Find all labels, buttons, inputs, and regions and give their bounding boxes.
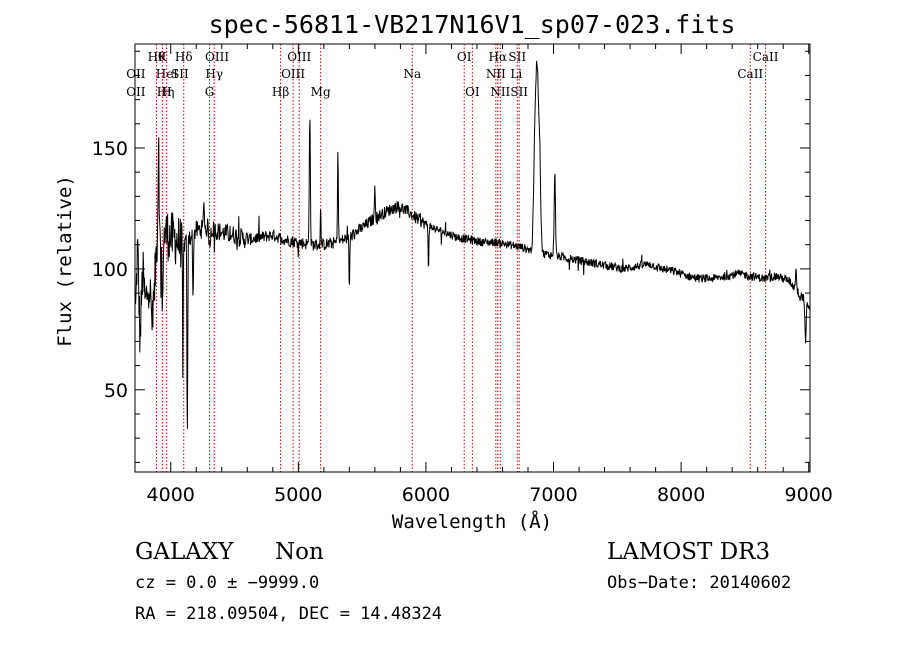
- line-label: Hη: [157, 85, 175, 99]
- line-label: G: [205, 85, 215, 99]
- line-label: CaII: [737, 67, 763, 81]
- spectrum-line: [135, 60, 810, 429]
- observation-date: Obs−Date: 20140602: [607, 573, 791, 593]
- x-tick-label: 5000: [274, 484, 322, 506]
- y-tick-label: 100: [92, 259, 128, 281]
- x-tick-label: 6000: [402, 484, 450, 506]
- line-label: HeI: [156, 67, 179, 81]
- x-axis-ticks: 4000 5000 6000 7000 8000 9000: [147, 44, 833, 506]
- x-axis-label: Wavelength (Å): [392, 510, 552, 533]
- line-label: Hα: [488, 50, 507, 64]
- line-label: CaII: [753, 50, 779, 64]
- line-label: NII: [486, 67, 506, 81]
- line-label: OIII: [287, 50, 311, 64]
- line-label: K: [158, 50, 168, 64]
- redshift-value: cz = 0.0 ± −9999.0: [135, 573, 319, 593]
- line-label: Hδ: [175, 50, 193, 64]
- line-label: OII: [126, 67, 146, 81]
- line-label: OI: [465, 85, 480, 99]
- line-label: OI: [457, 50, 472, 64]
- plot-frame: [134, 43, 811, 473]
- object-subclass: Non: [275, 539, 324, 565]
- line-label: OIII: [205, 50, 229, 64]
- line-label: OII: [126, 85, 146, 99]
- chart-title: spec-56811-VB217N16V1_sp07-023.fits: [209, 10, 736, 39]
- x-tick-label: 7000: [529, 484, 577, 506]
- y-axis-ticks: 50 100 150: [92, 50, 810, 463]
- coordinates: RA = 218.09504, DEC = 14.48324: [135, 604, 442, 624]
- emission-line-markers: [155, 44, 767, 472]
- line-label: SII: [171, 67, 189, 81]
- line-label: SII: [510, 85, 528, 99]
- y-axis-label: Flux (relative): [54, 175, 76, 347]
- x-tick-label: 9000: [785, 484, 833, 506]
- line-label: SII: [508, 50, 526, 64]
- survey-name: LAMOST DR3: [607, 539, 770, 565]
- line-label: OIII: [281, 67, 305, 81]
- line-label: Mg: [311, 85, 331, 99]
- y-tick-label: 150: [92, 138, 128, 160]
- line-label: Hγ: [205, 67, 223, 81]
- object-class: GALAXY: [135, 539, 234, 565]
- line-label: Hβ: [272, 85, 289, 99]
- y-tick-label: 50: [104, 380, 128, 402]
- line-label: Li: [510, 67, 522, 81]
- line-label: H: [161, 85, 171, 99]
- line-label: NII: [490, 85, 510, 99]
- x-tick-label: 8000: [657, 484, 705, 506]
- line-label: Na: [403, 67, 421, 81]
- line-label: Hθ: [148, 50, 166, 64]
- x-tick-label: 4000: [147, 484, 195, 506]
